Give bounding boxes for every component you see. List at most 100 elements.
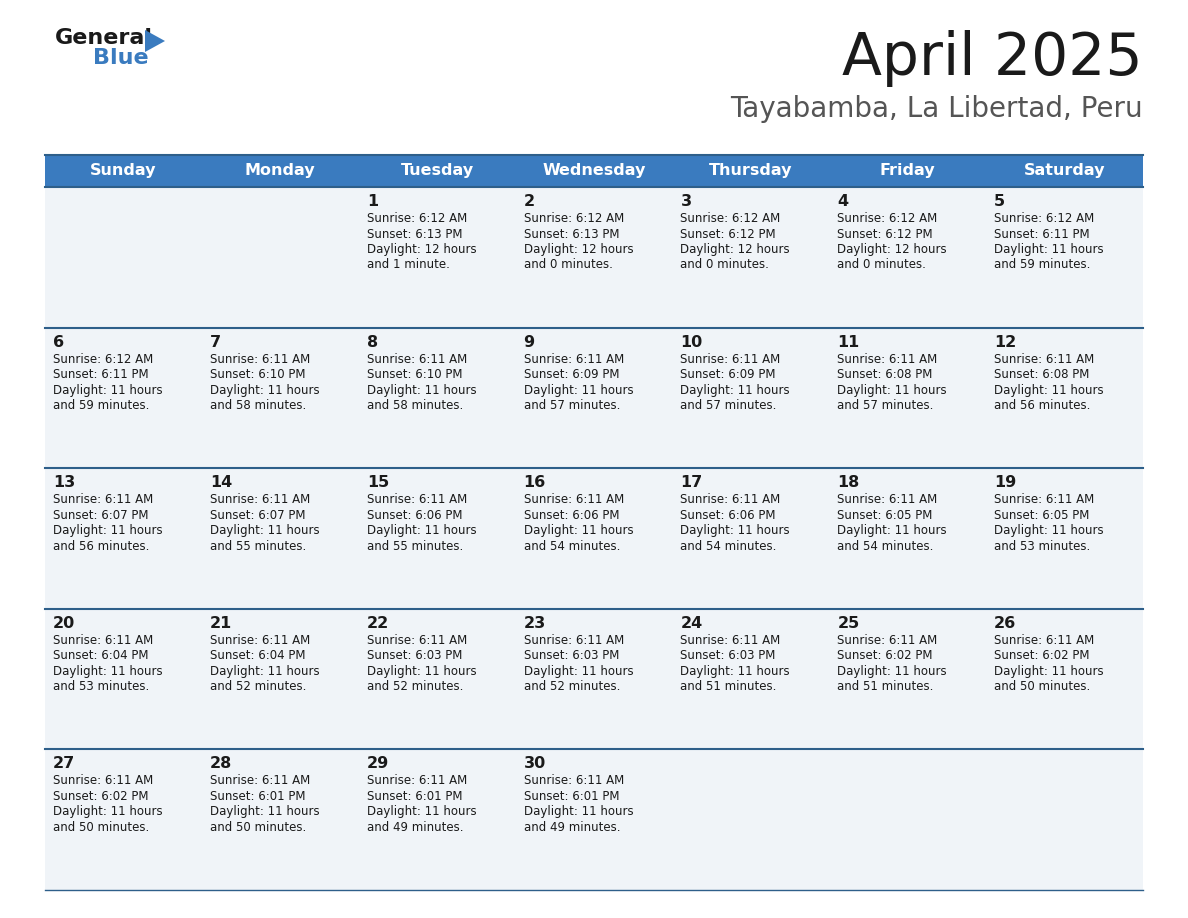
Bar <box>359 609 516 749</box>
Text: 16: 16 <box>524 476 545 490</box>
Bar <box>202 155 359 187</box>
Text: Sunrise: 6:11 AM: Sunrise: 6:11 AM <box>681 633 781 647</box>
Text: Sunset: 6:01 PM: Sunset: 6:01 PM <box>367 789 462 803</box>
Bar <box>986 609 1143 749</box>
Text: Sunset: 6:10 PM: Sunset: 6:10 PM <box>210 368 305 381</box>
Text: 2: 2 <box>524 194 535 209</box>
Text: and 50 minutes.: and 50 minutes. <box>994 680 1091 693</box>
Bar <box>359 468 516 609</box>
Bar <box>359 749 516 890</box>
Text: 30: 30 <box>524 756 545 771</box>
Bar <box>516 749 672 890</box>
Bar <box>672 155 829 187</box>
Text: Sunset: 6:05 PM: Sunset: 6:05 PM <box>994 509 1089 521</box>
Text: Sunrise: 6:11 AM: Sunrise: 6:11 AM <box>53 775 153 788</box>
Text: and 49 minutes.: and 49 minutes. <box>367 821 463 834</box>
Text: Sunset: 6:03 PM: Sunset: 6:03 PM <box>681 649 776 662</box>
Text: 13: 13 <box>53 476 75 490</box>
Text: 10: 10 <box>681 334 702 350</box>
Text: Daylight: 11 hours: Daylight: 11 hours <box>210 805 320 819</box>
Text: 12: 12 <box>994 334 1017 350</box>
Text: Sunset: 6:05 PM: Sunset: 6:05 PM <box>838 509 933 521</box>
Text: Blue: Blue <box>93 48 148 68</box>
Text: and 55 minutes.: and 55 minutes. <box>367 540 463 553</box>
Bar <box>986 468 1143 609</box>
Text: Sunrise: 6:11 AM: Sunrise: 6:11 AM <box>838 493 937 506</box>
Text: Tuesday: Tuesday <box>400 163 474 178</box>
Text: 19: 19 <box>994 476 1017 490</box>
Text: 18: 18 <box>838 476 860 490</box>
Text: and 56 minutes.: and 56 minutes. <box>994 399 1091 412</box>
Text: Daylight: 12 hours: Daylight: 12 hours <box>681 243 790 256</box>
Text: and 59 minutes.: and 59 minutes. <box>53 399 150 412</box>
Text: Sunrise: 6:12 AM: Sunrise: 6:12 AM <box>994 212 1094 225</box>
Text: 29: 29 <box>367 756 388 771</box>
Text: 24: 24 <box>681 616 702 631</box>
Text: Daylight: 11 hours: Daylight: 11 hours <box>53 665 163 677</box>
Text: Sunrise: 6:11 AM: Sunrise: 6:11 AM <box>210 353 310 365</box>
Text: and 0 minutes.: and 0 minutes. <box>838 259 927 272</box>
Text: 7: 7 <box>210 334 221 350</box>
Text: Sunrise: 6:11 AM: Sunrise: 6:11 AM <box>367 633 467 647</box>
Text: Daylight: 11 hours: Daylight: 11 hours <box>524 805 633 819</box>
Text: Sunset: 6:06 PM: Sunset: 6:06 PM <box>367 509 462 521</box>
Text: 28: 28 <box>210 756 232 771</box>
Bar <box>359 155 516 187</box>
Text: Sunday: Sunday <box>90 163 157 178</box>
Text: Sunrise: 6:11 AM: Sunrise: 6:11 AM <box>524 775 624 788</box>
Text: and 56 minutes.: and 56 minutes. <box>53 540 150 553</box>
Text: 3: 3 <box>681 194 691 209</box>
Text: 25: 25 <box>838 616 860 631</box>
Text: and 54 minutes.: and 54 minutes. <box>838 540 934 553</box>
Text: Sunset: 6:13 PM: Sunset: 6:13 PM <box>367 228 462 241</box>
Text: Sunrise: 6:11 AM: Sunrise: 6:11 AM <box>524 353 624 365</box>
Bar <box>829 468 986 609</box>
Text: Sunset: 6:04 PM: Sunset: 6:04 PM <box>53 649 148 662</box>
Bar <box>516 609 672 749</box>
Text: Sunrise: 6:12 AM: Sunrise: 6:12 AM <box>838 212 937 225</box>
Bar <box>516 468 672 609</box>
Text: Sunrise: 6:11 AM: Sunrise: 6:11 AM <box>994 493 1094 506</box>
Text: Sunset: 6:06 PM: Sunset: 6:06 PM <box>681 509 776 521</box>
Text: Sunset: 6:03 PM: Sunset: 6:03 PM <box>524 649 619 662</box>
Text: and 52 minutes.: and 52 minutes. <box>210 680 307 693</box>
Text: Sunset: 6:10 PM: Sunset: 6:10 PM <box>367 368 462 381</box>
Text: Sunrise: 6:11 AM: Sunrise: 6:11 AM <box>210 775 310 788</box>
Text: Daylight: 11 hours: Daylight: 11 hours <box>53 524 163 537</box>
Text: and 55 minutes.: and 55 minutes. <box>210 540 307 553</box>
Bar <box>829 187 986 328</box>
Text: Friday: Friday <box>880 163 935 178</box>
Text: and 58 minutes.: and 58 minutes. <box>367 399 463 412</box>
Text: 6: 6 <box>53 334 64 350</box>
Text: Sunset: 6:08 PM: Sunset: 6:08 PM <box>994 368 1089 381</box>
Text: Sunrise: 6:11 AM: Sunrise: 6:11 AM <box>210 633 310 647</box>
Text: Sunrise: 6:12 AM: Sunrise: 6:12 AM <box>524 212 624 225</box>
Text: Daylight: 11 hours: Daylight: 11 hours <box>53 805 163 819</box>
Text: 4: 4 <box>838 194 848 209</box>
Text: Daylight: 11 hours: Daylight: 11 hours <box>994 384 1104 397</box>
Text: Daylight: 11 hours: Daylight: 11 hours <box>53 384 163 397</box>
Bar <box>672 609 829 749</box>
Text: 9: 9 <box>524 334 535 350</box>
Text: Daylight: 11 hours: Daylight: 11 hours <box>994 243 1104 256</box>
Text: Sunset: 6:09 PM: Sunset: 6:09 PM <box>681 368 776 381</box>
Text: 21: 21 <box>210 616 232 631</box>
Text: Daylight: 11 hours: Daylight: 11 hours <box>210 665 320 677</box>
Bar <box>829 749 986 890</box>
Text: Daylight: 11 hours: Daylight: 11 hours <box>367 524 476 537</box>
Text: Sunset: 6:02 PM: Sunset: 6:02 PM <box>994 649 1089 662</box>
Text: and 54 minutes.: and 54 minutes. <box>681 540 777 553</box>
Text: Daylight: 11 hours: Daylight: 11 hours <box>681 524 790 537</box>
Bar <box>202 187 359 328</box>
Bar <box>202 749 359 890</box>
Text: Sunrise: 6:11 AM: Sunrise: 6:11 AM <box>838 353 937 365</box>
Text: Sunrise: 6:11 AM: Sunrise: 6:11 AM <box>367 775 467 788</box>
Text: Sunrise: 6:11 AM: Sunrise: 6:11 AM <box>994 633 1094 647</box>
Bar <box>986 155 1143 187</box>
Text: Sunset: 6:06 PM: Sunset: 6:06 PM <box>524 509 619 521</box>
Text: Sunrise: 6:11 AM: Sunrise: 6:11 AM <box>838 633 937 647</box>
Bar <box>45 328 202 468</box>
Text: 5: 5 <box>994 194 1005 209</box>
Text: Daylight: 11 hours: Daylight: 11 hours <box>838 524 947 537</box>
Text: General: General <box>55 28 153 48</box>
